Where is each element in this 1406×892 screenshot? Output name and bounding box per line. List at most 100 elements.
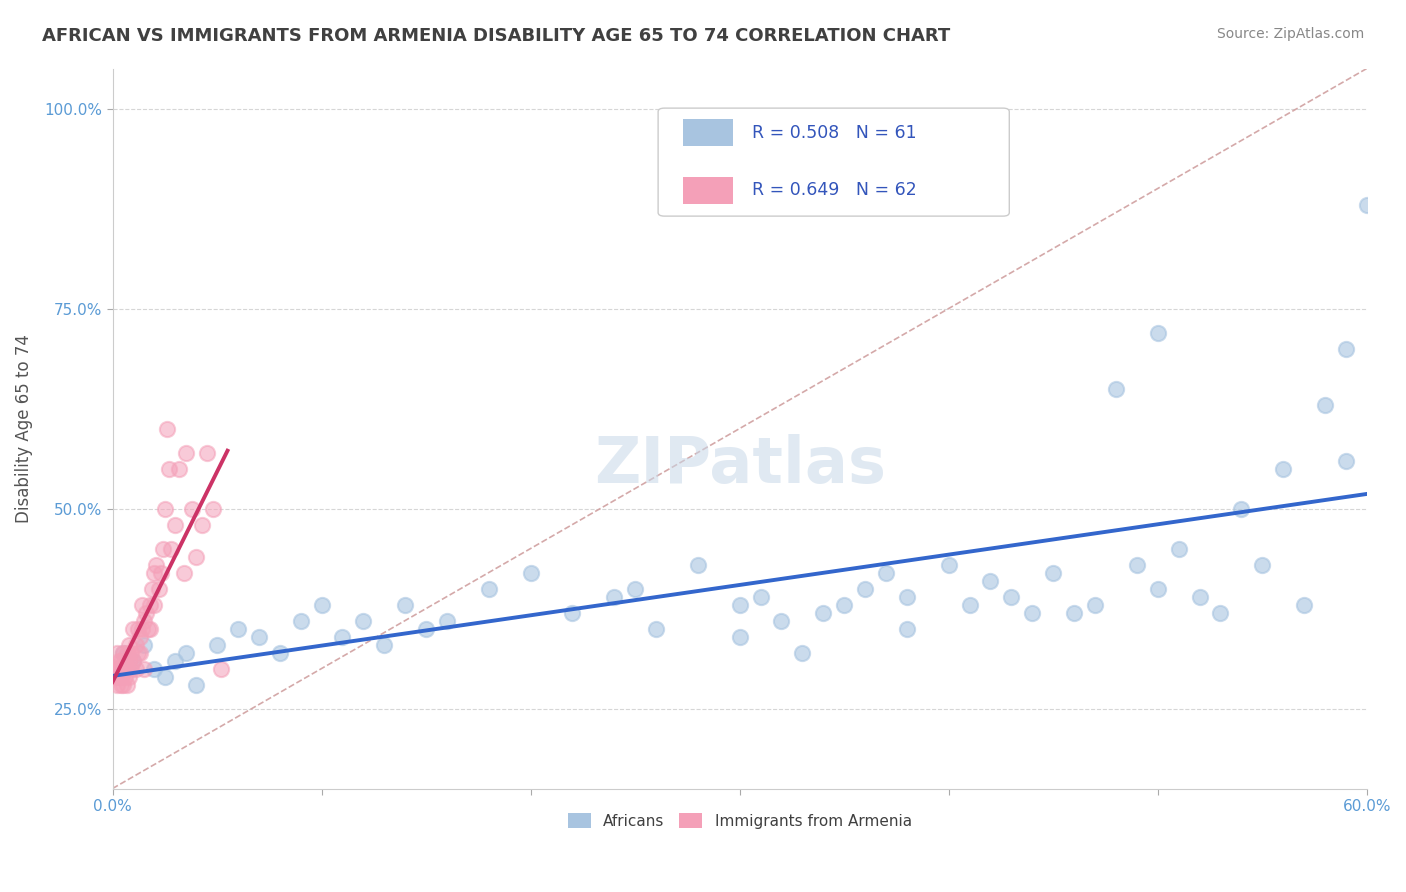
Point [813, 606, 835, 620]
Point [1272, 461, 1295, 475]
Point [115, 677, 138, 691]
Point [110, 653, 132, 667]
Point [107, 661, 129, 675]
Point [111, 646, 134, 660]
Point [165, 517, 187, 532]
Legend: Africans, Immigrants from Armenia: Africans, Immigrants from Armenia [561, 806, 918, 835]
Point [127, 646, 149, 660]
Point [1105, 382, 1128, 396]
Point [1230, 501, 1253, 516]
Point [107, 669, 129, 683]
Point [832, 598, 855, 612]
Point [153, 669, 176, 683]
Point [160, 541, 183, 556]
Point [1146, 582, 1168, 596]
Y-axis label: Disability Age 65 to 74: Disability Age 65 to 74 [15, 334, 32, 523]
Point [1292, 598, 1315, 612]
Point [128, 630, 150, 644]
Point [132, 614, 155, 628]
Point [181, 501, 204, 516]
Point [1188, 590, 1211, 604]
Point [394, 598, 416, 612]
Point [290, 614, 312, 628]
Point [174, 646, 197, 660]
Point [132, 638, 155, 652]
Point [1334, 342, 1357, 356]
Point [105, 677, 128, 691]
Point [1000, 590, 1022, 604]
Point [1146, 326, 1168, 340]
Point [728, 598, 751, 612]
Point [173, 566, 195, 580]
Point [1209, 606, 1232, 620]
Point [152, 541, 174, 556]
Text: AFRICAN VS IMMIGRANTS FROM ARMENIA DISABILITY AGE 65 TO 74 CORRELATION CHART: AFRICAN VS IMMIGRANTS FROM ARMENIA DISAB… [42, 27, 950, 45]
Point [128, 646, 150, 660]
Point [645, 622, 668, 636]
Point [226, 622, 249, 636]
Point [118, 653, 141, 667]
Point [143, 661, 166, 675]
Point [415, 622, 437, 636]
Point [132, 661, 155, 675]
Point [1063, 606, 1085, 620]
Point [111, 661, 134, 675]
Point [136, 622, 159, 636]
Point [118, 638, 141, 652]
Point [191, 517, 214, 532]
Point [373, 638, 395, 652]
Point [686, 558, 709, 572]
Point [875, 566, 897, 580]
Point [135, 606, 157, 620]
Point [114, 653, 136, 667]
Point [352, 614, 374, 628]
Point [195, 445, 218, 459]
Point [186, 549, 208, 564]
Point [247, 630, 270, 644]
Point [122, 622, 145, 636]
Point [311, 598, 333, 612]
Point [959, 598, 981, 612]
Point [127, 622, 149, 636]
Point [728, 630, 751, 644]
Point [979, 574, 1001, 588]
Point [111, 677, 134, 691]
Point [143, 566, 166, 580]
FancyBboxPatch shape [658, 108, 1010, 216]
Point [1334, 453, 1357, 467]
Point [110, 669, 132, 683]
Point [201, 501, 224, 516]
Point [853, 582, 876, 596]
Point [149, 566, 172, 580]
Text: Source: ZipAtlas.com: Source: ZipAtlas.com [1216, 27, 1364, 41]
Point [186, 677, 208, 691]
Point [120, 661, 142, 675]
Text: R = 0.508   N = 61: R = 0.508 N = 61 [752, 124, 917, 142]
Point [938, 558, 960, 572]
Point [770, 614, 793, 628]
Point [436, 614, 458, 628]
Point [122, 653, 145, 667]
Point [1313, 398, 1336, 412]
Point [139, 622, 162, 636]
Point [122, 653, 145, 667]
Point [114, 669, 136, 683]
Point [110, 677, 132, 691]
Point [105, 661, 128, 675]
Point [749, 590, 772, 604]
Text: R = 0.649   N = 62: R = 0.649 N = 62 [752, 181, 917, 199]
Point [157, 461, 180, 475]
Point [143, 598, 166, 612]
Point [1251, 558, 1274, 572]
Point [111, 646, 134, 660]
Point [107, 653, 129, 667]
Point [1084, 598, 1107, 612]
Point [141, 582, 163, 596]
Point [139, 598, 162, 612]
Point [148, 582, 170, 596]
Point [1021, 606, 1043, 620]
FancyBboxPatch shape [683, 119, 734, 146]
Point [209, 661, 232, 675]
Point [104, 661, 127, 675]
Point [115, 661, 138, 675]
